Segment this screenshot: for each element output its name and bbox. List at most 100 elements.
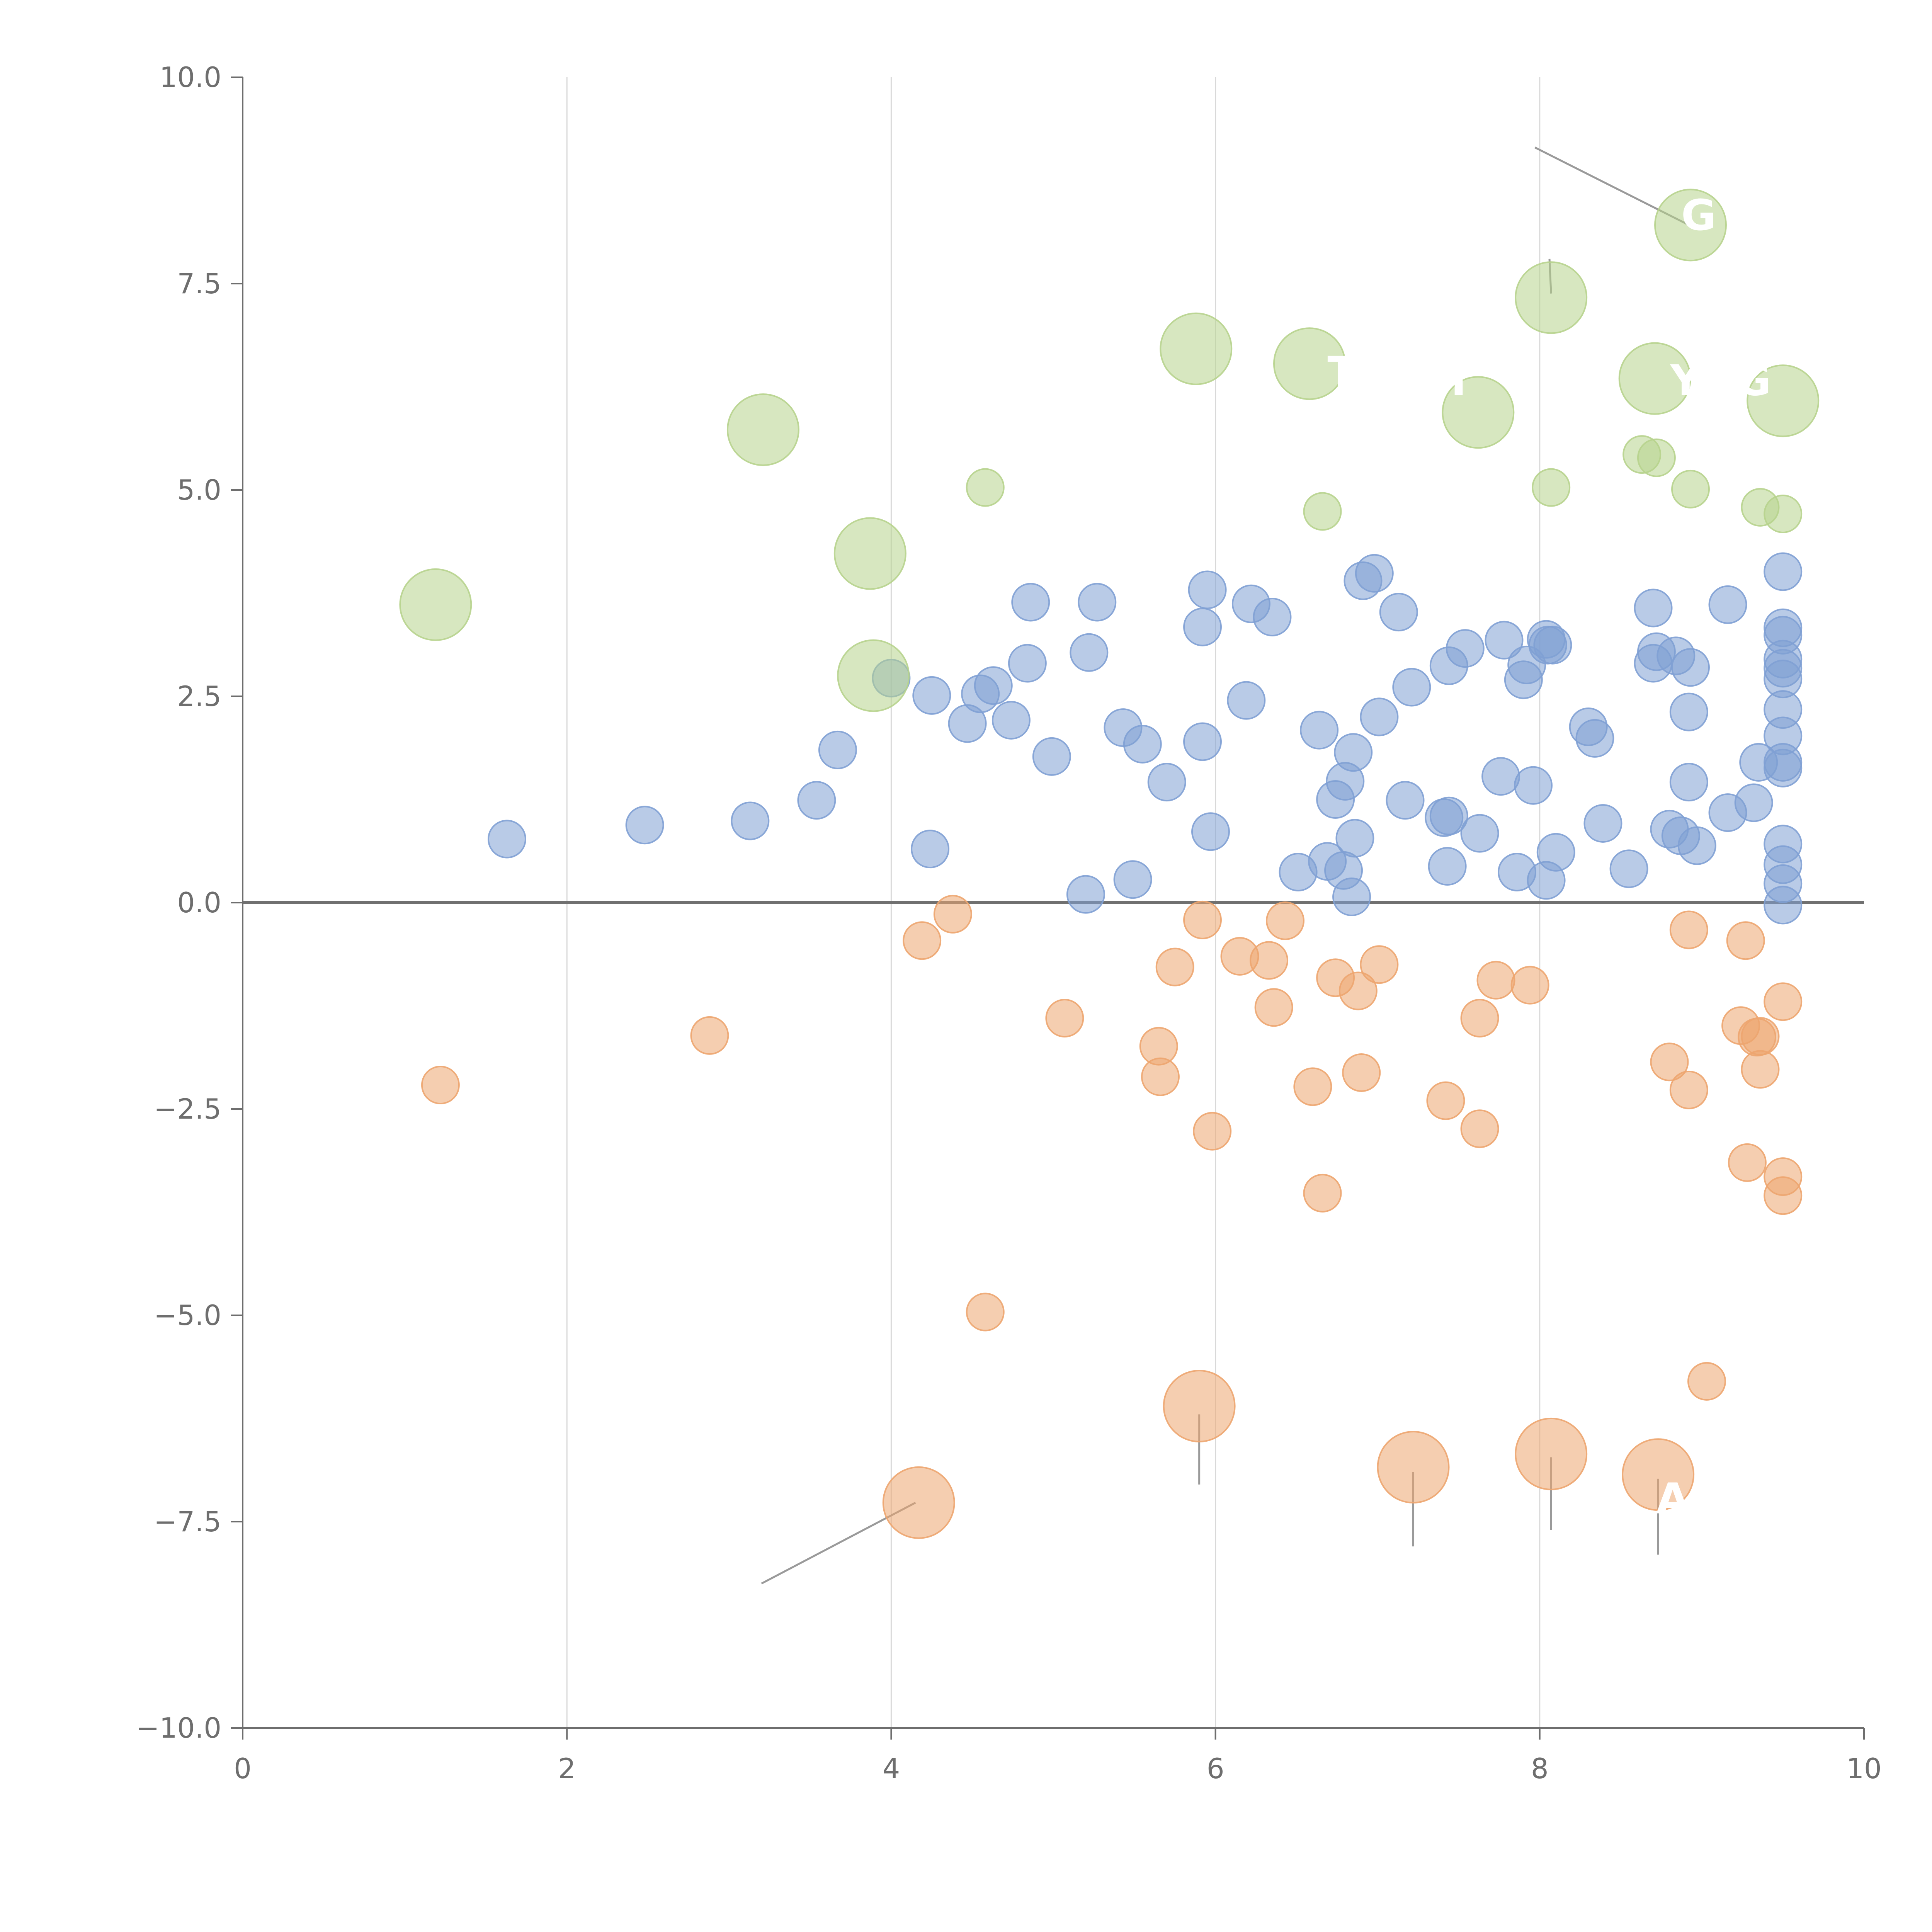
x-tick-label-1: 2 (558, 1752, 576, 1785)
point-green-large-9 (1654, 189, 1727, 262)
point-green-0 (966, 468, 1005, 507)
point-label-5: A (1656, 1474, 1689, 1524)
x-tick-label-3: 6 (1207, 1752, 1225, 1785)
y-tick-label-0: −10.0 (136, 1712, 221, 1744)
point-blue-13 (1011, 583, 1050, 622)
point-labels: GT T Y GA (1327, 190, 1771, 1523)
point-blue-60 (1536, 833, 1575, 872)
point-orange-large-2 (1377, 1431, 1450, 1504)
point-green-large-6 (1442, 376, 1515, 449)
point-orange-3 (933, 895, 972, 934)
point-orange-18 (1338, 971, 1378, 1010)
point-blue-20 (1123, 724, 1162, 764)
point-orange-10 (1193, 1112, 1232, 1151)
point-orange-35 (1741, 1050, 1780, 1089)
point-blue-23 (1183, 722, 1222, 761)
point-blue-16 (1070, 633, 1109, 672)
point-green-large-8 (1618, 342, 1691, 415)
point-blue-66 (1634, 588, 1673, 628)
point-blue-50 (1481, 757, 1520, 796)
point-orange-13 (1254, 988, 1293, 1027)
point-orange-25 (1510, 966, 1549, 1005)
point-blue-35 (1332, 878, 1371, 917)
point-orange-21 (1426, 1081, 1465, 1120)
point-orange-large-0 (882, 1466, 955, 1539)
point-blue-72 (1669, 692, 1708, 731)
point-orange-large-4 (1622, 1438, 1695, 1511)
point-blue-59 (1533, 626, 1572, 665)
point-orange-22 (1460, 999, 1499, 1038)
point-blue-1 (625, 806, 664, 845)
point-orange-14 (1266, 901, 1305, 940)
point-orange-4 (966, 1293, 1005, 1332)
x-tick-label-4: 8 (1531, 1752, 1549, 1785)
axes: 0 2 4 6 8 10 −10.0 −7.5 −5.0 −2.5 0.0 2.5 5.0 7.5 10.0 (136, 61, 1881, 1785)
point-label-2: T (1444, 355, 1473, 405)
point-orange-16 (1303, 1173, 1342, 1213)
point-blue-22 (1183, 607, 1222, 646)
point-orange-36 (1764, 982, 1803, 1021)
point-blue-74 (1677, 826, 1716, 865)
point-blue-6 (911, 830, 950, 869)
point-blue-41 (1379, 593, 1418, 632)
point-blue-25 (1191, 812, 1230, 851)
point-orange-32 (1728, 1143, 1767, 1182)
y-tick-label-4: 0.0 (177, 886, 221, 919)
point-green-large-1 (726, 393, 799, 466)
point-blue-40 (1360, 697, 1399, 736)
point-green-large-5 (1273, 327, 1346, 400)
point-blue-37 (1335, 819, 1374, 858)
point-blue-3 (797, 781, 836, 820)
point-label-0: G (1681, 190, 1716, 240)
point-blue-92 (1764, 886, 1803, 925)
point-orange-1 (690, 1016, 729, 1055)
point-green-4 (1637, 438, 1676, 477)
point-blue-19 (1113, 860, 1152, 899)
point-blue-55 (1514, 766, 1553, 805)
point-orange-26 (1650, 1043, 1689, 1082)
point-green-large-2 (833, 517, 906, 590)
point-blue-62 (1575, 719, 1614, 758)
point-orange-8 (1155, 947, 1194, 986)
point-orange-27 (1669, 910, 1708, 949)
point-green-2 (1532, 468, 1571, 507)
x-tick-label-2: 4 (882, 1752, 900, 1785)
point-blue-79 (1764, 552, 1803, 591)
y-tick-label-8: 10.0 (160, 61, 221, 94)
point-orange-31 (1726, 921, 1765, 960)
point-blue-2 (731, 801, 770, 840)
point-blue-77 (1734, 783, 1773, 822)
point-blue-7 (912, 676, 951, 715)
point-orange-large-1 (1163, 1369, 1236, 1442)
point-green-large-0 (399, 568, 472, 641)
point-green-large-10 (1747, 364, 1820, 437)
point-blue-11 (992, 701, 1031, 740)
point-blue-42 (1386, 781, 1425, 820)
point-orange-29 (1687, 1362, 1726, 1401)
point-orange-34 (1741, 1017, 1780, 1056)
point-orange-24 (1476, 961, 1515, 1000)
y-tick-label-1: −7.5 (154, 1505, 221, 1538)
point-green-large-4 (1160, 312, 1233, 385)
point-blue-26 (1227, 681, 1266, 720)
point-blue-0 (487, 820, 526, 859)
point-blue-28 (1253, 597, 1292, 636)
point-orange-5 (1045, 999, 1084, 1038)
point-green-1 (1303, 492, 1342, 531)
y-tick-label-7: 7.5 (177, 267, 221, 300)
y-tick-label-5: 2.5 (177, 680, 221, 713)
point-green-7 (1764, 494, 1803, 533)
point-orange-7 (1141, 1057, 1180, 1096)
point-orange-23 (1460, 1109, 1499, 1148)
point-blue-43 (1392, 668, 1431, 707)
point-blue-15 (1066, 875, 1105, 914)
x-tick-label-5: 10 (1846, 1752, 1882, 1785)
point-blue-14 (1032, 737, 1071, 776)
point-blue-30 (1300, 711, 1339, 750)
point-orange-0 (421, 1066, 460, 1105)
point-blue-48 (1446, 629, 1485, 668)
point-orange-2 (903, 921, 942, 960)
point-blue-64 (1609, 849, 1648, 888)
point-blue-46 (1429, 796, 1468, 835)
y-tick-label-3: −2.5 (154, 1093, 221, 1125)
